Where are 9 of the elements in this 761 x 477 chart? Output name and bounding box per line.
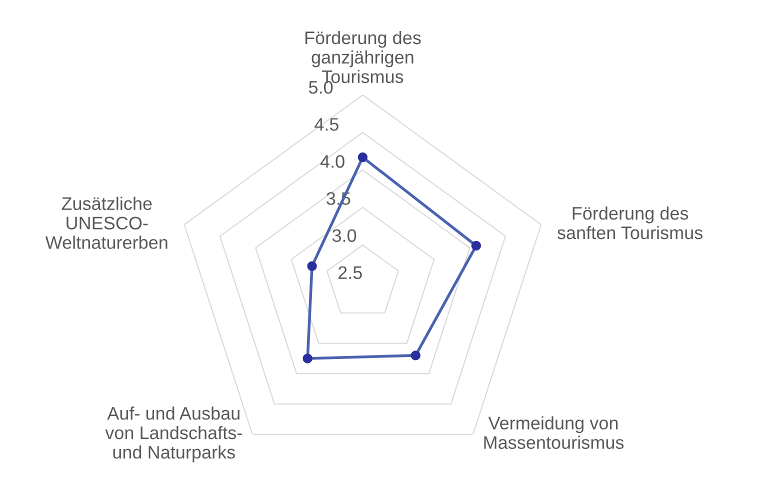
spoke-label: Vermeidung von Massentourismus	[484, 416, 624, 449]
spoke-label: Zusätzliche UNESCO- Weltnaturerben	[45, 196, 168, 249]
y-tick-label: 4.5	[314, 118, 338, 131]
spoke-label: Förderung des sanften Tourismus	[557, 206, 703, 240]
y-tick-label: 2.5	[338, 266, 362, 280]
y-tick-label: 4.0	[320, 155, 344, 168]
spoke-label: Auf- und Ausbau von Landschafts- und Naturparks	[105, 406, 242, 462]
y-tick-label: 3.0	[332, 229, 356, 242]
y-tick-label: 5.0	[308, 80, 333, 94]
